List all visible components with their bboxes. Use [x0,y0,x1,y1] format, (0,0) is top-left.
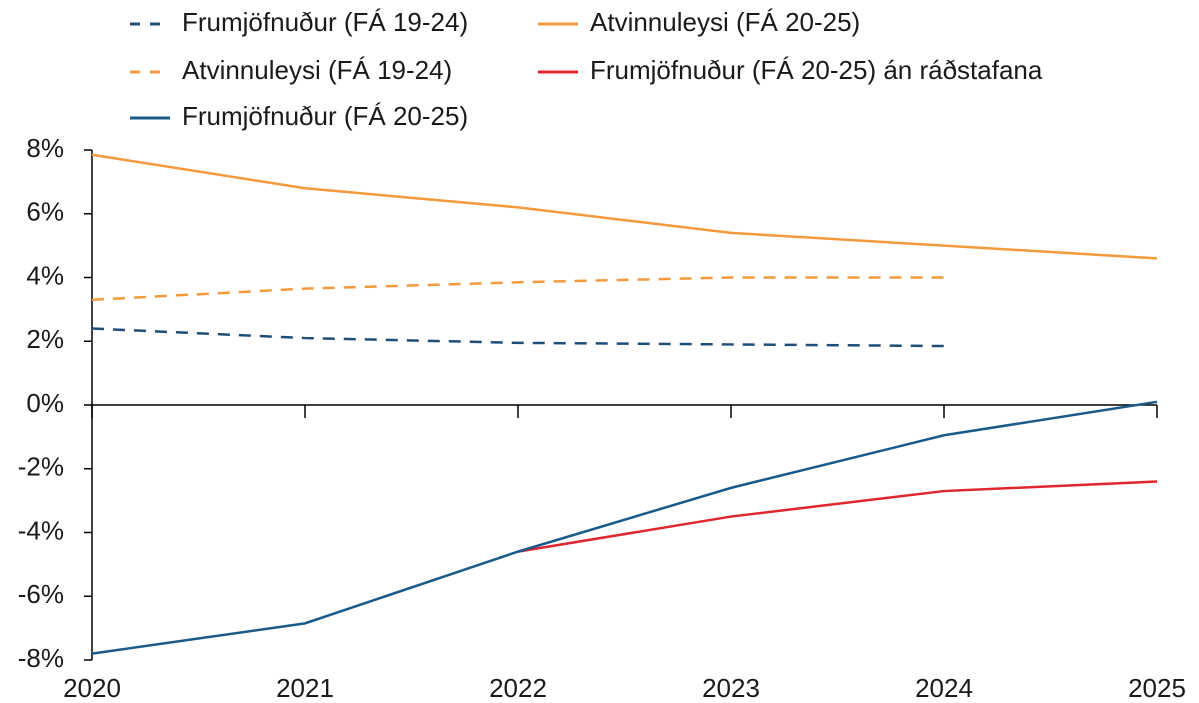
y-tick-label: 8% [26,133,64,163]
y-tick-label: 2% [26,324,64,354]
series-line [91,327,945,348]
x-tick-label: 2022 [489,673,547,703]
series-line [91,153,1158,260]
y-tick-label: 6% [26,197,64,227]
y-tick-label: 4% [26,260,64,290]
x-tick-label: 2020 [63,673,121,703]
y-tick-label: -2% [18,452,64,482]
legend-label: Frumjöfnuður (FÁ 20-25) án ráðstafana [590,55,1043,85]
y-tick-label: 0% [26,388,64,418]
x-tick-label: 2023 [702,673,760,703]
series-line [517,480,1158,553]
legend-label: Frumjöfnuður (FÁ 19-24) [182,7,468,37]
x-tick-label: 2024 [915,673,973,703]
legend-label: Atvinnuleysi (FÁ 19-24) [182,55,452,85]
series-line [91,276,944,302]
x-tick-label: 2025 [1128,673,1186,703]
series-line [91,400,1158,655]
y-tick-label: -6% [18,579,64,609]
y-tick-label: -4% [18,515,64,545]
legend-label: Atvinnuleysi (FÁ 20-25) [590,7,860,37]
y-tick-label: -8% [18,643,64,673]
x-tick-label: 2021 [276,673,334,703]
legend-label: Frumjöfnuður (FÁ 20-25) [182,101,468,131]
